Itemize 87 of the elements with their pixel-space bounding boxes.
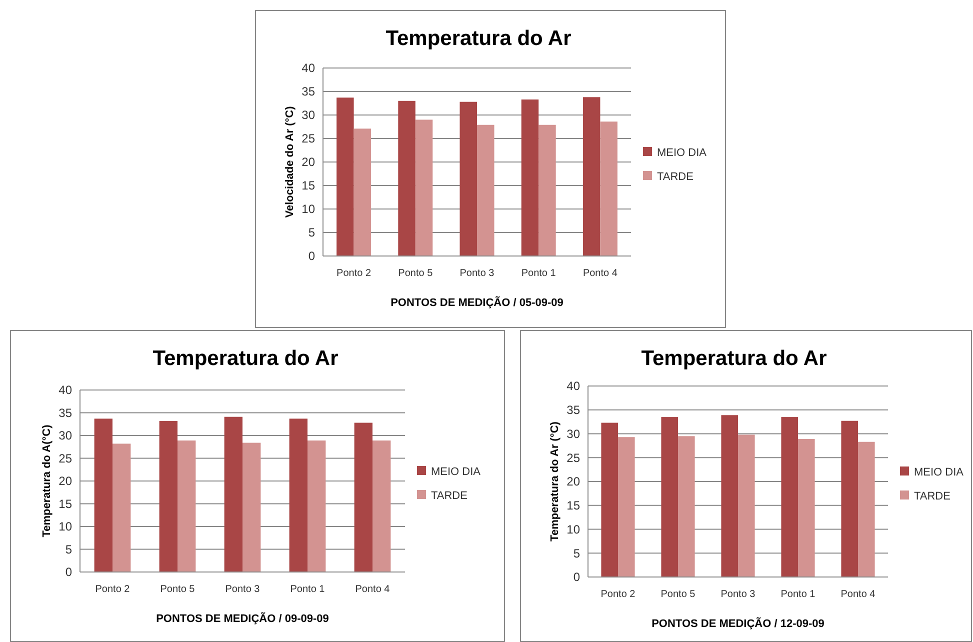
y-axis-title: Velocidade do Ar (°C) [284, 106, 296, 218]
y-tick-label: 40 [302, 61, 316, 76]
y-tick-label: 20 [58, 474, 72, 488]
legend-label: TARDE [431, 490, 468, 502]
bar [415, 120, 433, 256]
bar [538, 124, 556, 256]
x-tick-label: Ponto 1 [290, 584, 326, 595]
bar [242, 442, 261, 572]
bar [460, 102, 477, 256]
y-tick-label: 20 [302, 155, 316, 170]
y-tick-label: 0 [65, 565, 72, 580]
bar [477, 124, 494, 256]
bar [521, 99, 539, 256]
bar [858, 442, 875, 577]
bar [798, 439, 815, 577]
y-tick-label: 15 [58, 496, 72, 511]
y-tick-label: 25 [302, 132, 316, 146]
y-tick-label: 25 [566, 450, 580, 465]
y-tick-label: 35 [58, 406, 72, 420]
bar [738, 434, 755, 577]
x-tick-label: Ponto 1 [521, 268, 556, 279]
y-tick-label: 10 [302, 202, 316, 216]
x-tick-label: Ponto 3 [225, 584, 260, 595]
chart-title: Temperatura do Ar [152, 347, 338, 370]
x-axis-title: PONTOS DE MEDIÇÃO / 05-09-09 [390, 296, 564, 309]
bar [372, 440, 391, 572]
x-axis-title: PONTOS DE MEDIÇÃO / 12-09-09 [652, 617, 824, 630]
x-tick-label: Ponto 1 [780, 589, 816, 600]
y-tick-label: 30 [58, 428, 72, 443]
x-tick-label: Ponto 4 [355, 584, 390, 595]
y-tick-label: 10 [566, 522, 580, 536]
bar [601, 422, 618, 577]
x-tick-label: Ponto 4 [840, 589, 876, 600]
bar [661, 417, 678, 577]
x-tick-label: Ponto 2 [600, 589, 636, 600]
bar [94, 418, 112, 572]
bar [308, 440, 326, 572]
y-tick-label: 20 [566, 474, 580, 489]
y-tick-label: 25 [58, 451, 72, 466]
bar [224, 416, 242, 572]
x-tick-label: Ponto 4 [582, 268, 618, 279]
bar [289, 418, 308, 572]
bar [354, 422, 372, 572]
bar [178, 440, 196, 572]
y-axis-title: Temperatura do Ar (°C) [549, 421, 561, 542]
y-tick-label: 0 [573, 570, 580, 584]
y-tick-label: 35 [566, 403, 580, 418]
y-tick-label: 15 [566, 498, 580, 513]
legend-label: MEIO DIA [657, 146, 708, 159]
bar [721, 415, 738, 577]
y-tick-label: 5 [308, 226, 316, 240]
x-tick-label: Ponto 2 [336, 268, 372, 279]
y-tick-label: 40 [566, 379, 580, 394]
x-tick-label: Ponto 5 [398, 268, 434, 279]
y-tick-label: 5 [573, 546, 580, 560]
y-tick-label: 10 [58, 520, 72, 534]
y-tick-label: 30 [566, 426, 580, 441]
bar [354, 128, 372, 256]
legend-label: TARDE [914, 490, 950, 502]
x-tick-label: Ponto 5 [660, 589, 696, 600]
y-tick-label: 30 [302, 108, 316, 122]
x-axis-title: PONTOS DE MEDIÇÃO / 09-09-09 [156, 612, 329, 625]
chart-title: Temperatura do Ar [386, 27, 572, 50]
chart-title: Temperatura do Ar [641, 347, 827, 370]
bar [159, 420, 178, 572]
y-tick-label: 15 [302, 178, 316, 193]
legend-label: MEIO DIA [431, 466, 482, 478]
bar [678, 436, 695, 577]
legend-label: TARDE [657, 170, 694, 183]
bar [112, 444, 131, 572]
y-tick-label: 40 [58, 383, 72, 398]
x-tick-label: Ponto 3 [720, 589, 756, 600]
x-tick-label: Ponto 3 [460, 268, 495, 279]
bar [781, 417, 798, 577]
y-tick-label: 0 [308, 249, 316, 264]
y-tick-label: 5 [65, 542, 72, 556]
bar [398, 100, 416, 256]
bar [618, 437, 635, 577]
x-tick-label: Ponto 5 [160, 584, 196, 595]
y-tick-label: 35 [302, 84, 316, 99]
bar [600, 122, 618, 256]
bar [582, 97, 600, 256]
bar [336, 98, 354, 256]
legend-label: MEIO DIA [914, 466, 964, 478]
x-tick-label: Ponto 2 [95, 584, 130, 595]
bar [841, 420, 858, 577]
y-axis-title: Temperatura do A(°C) [41, 424, 53, 538]
